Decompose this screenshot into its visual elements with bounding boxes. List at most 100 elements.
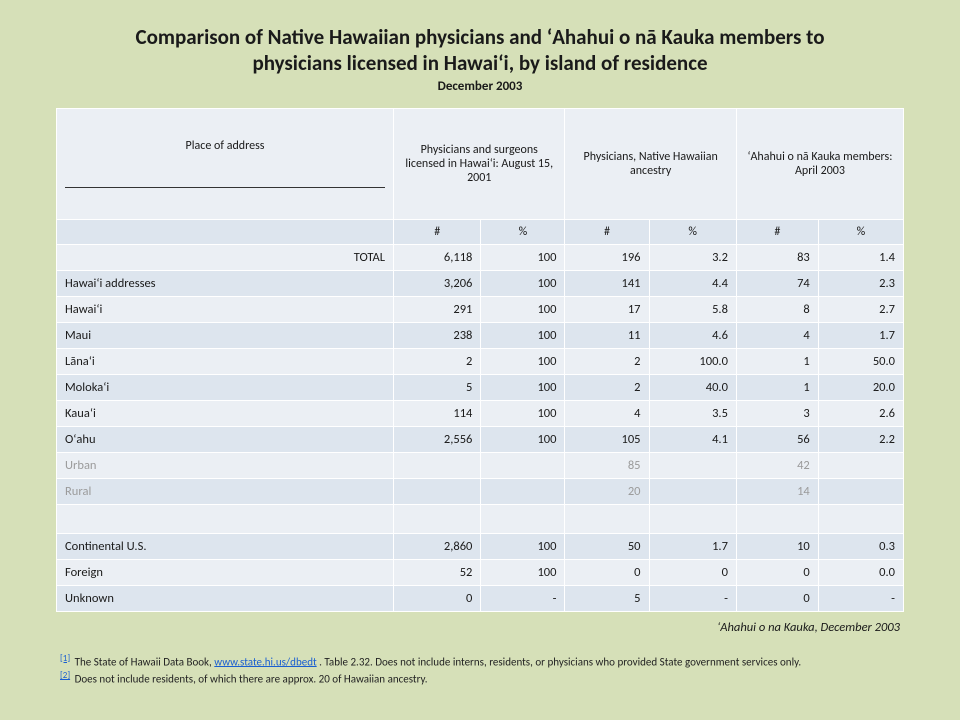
cell-value: 2.3: [818, 270, 903, 296]
cell-value: 3,206: [394, 270, 481, 296]
cell-label: Kauaʻi: [57, 400, 394, 426]
col-num: #: [736, 219, 818, 244]
cell-value: 4.6: [649, 322, 736, 348]
cell-value: [481, 452, 565, 478]
cell-value: 85: [565, 452, 649, 478]
comparison-table: Place of address Physicians and surgeons…: [56, 108, 904, 612]
cell-value: [649, 478, 736, 504]
cell-empty: [57, 504, 394, 533]
cell-value: 17: [565, 296, 649, 322]
cell-value: 0.0: [818, 559, 903, 585]
col-place-label: Place of address: [186, 139, 265, 153]
cell-value: 100: [481, 533, 565, 559]
footnote-text: Does not include residents, of which the…: [75, 673, 428, 686]
col-empty: [57, 219, 394, 244]
page-subtitle: December 2003: [56, 79, 904, 94]
cell-value: 83: [736, 244, 818, 270]
footnote-2: [2] Does not include residents, of which…: [60, 670, 900, 688]
cell-value: 56: [736, 426, 818, 452]
table-row: Kauaʻi11410043.532.6: [57, 400, 904, 426]
cell-value: 5.8: [649, 296, 736, 322]
cell-value: 5: [394, 374, 481, 400]
cell-value: -: [481, 585, 565, 611]
source-line: ʻAhahui o na Kauka, December 2003: [56, 620, 900, 635]
cell-value: 291: [394, 296, 481, 322]
cell-label: Rural: [57, 478, 394, 504]
cell-value: 50.0: [818, 348, 903, 374]
cell-label: Unknown: [57, 585, 394, 611]
table-row: Foreign521000000.0: [57, 559, 904, 585]
cell-value: 100: [481, 400, 565, 426]
cell-label: Foreign: [57, 559, 394, 585]
cell-value: -: [818, 585, 903, 611]
cell-value: [818, 478, 903, 504]
cell-value: 6,118: [394, 244, 481, 270]
table-row: TOTAL6,1181001963.2831.4: [57, 244, 904, 270]
cell-value: 42: [736, 452, 818, 478]
cell-value: 4: [736, 322, 818, 348]
table-row: Hawaiʻi291100175.882.7: [57, 296, 904, 322]
col-num: #: [394, 219, 481, 244]
col-pct: %: [649, 219, 736, 244]
cell-label: Oʻahu: [57, 426, 394, 452]
cell-value: [481, 478, 565, 504]
title-line-2: physicians licensed in Hawaiʻi, by islan…: [252, 50, 707, 76]
col-place: Place of address: [57, 108, 394, 219]
cell-value: 4: [565, 400, 649, 426]
table-row: Maui238100114.641.7: [57, 322, 904, 348]
cell-value: 0: [736, 585, 818, 611]
cell-value: 0: [736, 559, 818, 585]
footnote-text: . Table 2.32. Does not include interns, …: [319, 655, 801, 668]
cell-value: 8: [736, 296, 818, 322]
table-row: Rural2014: [57, 478, 904, 504]
table-header-groups: Place of address Physicians and surgeons…: [57, 108, 904, 219]
cell-value: 3.2: [649, 244, 736, 270]
cell-label: TOTAL: [57, 244, 394, 270]
cell-value: 3.5: [649, 400, 736, 426]
cell-label: Molokaʻi: [57, 374, 394, 400]
cell-value: 196: [565, 244, 649, 270]
cell-value: 1.4: [818, 244, 903, 270]
cell-value: 105: [565, 426, 649, 452]
cell-value: 4.4: [649, 270, 736, 296]
cell-value: 0: [649, 559, 736, 585]
cell-label: Continental U.S.: [57, 533, 394, 559]
cell-value: 100: [481, 244, 565, 270]
cell-value: 20.0: [818, 374, 903, 400]
table-row: Urban8542: [57, 452, 904, 478]
cell-label: Maui: [57, 322, 394, 348]
cell-value: 3: [736, 400, 818, 426]
cell-value: 1.7: [818, 322, 903, 348]
cell-value: [818, 452, 903, 478]
cell-empty: [736, 504, 818, 533]
table-row: Lānaʻi21002100.0150.0: [57, 348, 904, 374]
footnote-ref: [2]: [60, 670, 70, 681]
footnote-link[interactable]: www.state.hi.us/dbedt: [214, 655, 316, 668]
col-num: #: [565, 219, 649, 244]
cell-value: 100: [481, 559, 565, 585]
table-row: Molokaʻi5100240.0120.0: [57, 374, 904, 400]
cell-value: -: [649, 585, 736, 611]
cell-value: [394, 452, 481, 478]
cell-empty: [818, 504, 903, 533]
cell-value: 0: [394, 585, 481, 611]
col-group-licensed: Physicians and surgeons licensed in Hawa…: [394, 108, 565, 219]
cell-value: 2: [565, 348, 649, 374]
cell-value: 2,556: [394, 426, 481, 452]
cell-value: 2.7: [818, 296, 903, 322]
cell-value: 40.0: [649, 374, 736, 400]
col-pct: %: [818, 219, 903, 244]
header-underline: [65, 187, 385, 188]
footnote-ref: [1]: [60, 653, 70, 664]
col-group-ahahui: ʻAhahui o nā Kauka members: April 2003: [736, 108, 903, 219]
cell-empty: [649, 504, 736, 533]
footnote-text: The State of Hawaii Data Book,: [75, 655, 215, 668]
cell-value: 74: [736, 270, 818, 296]
cell-value: 2.6: [818, 400, 903, 426]
cell-value: 50: [565, 533, 649, 559]
cell-value: 2: [394, 348, 481, 374]
cell-label: Hawaiʻi addresses: [57, 270, 394, 296]
slide: Comparison of Native Hawaiian physicians…: [0, 0, 960, 720]
cell-value: 114: [394, 400, 481, 426]
table-row: Continental U.S.2,860100501.7100.3: [57, 533, 904, 559]
